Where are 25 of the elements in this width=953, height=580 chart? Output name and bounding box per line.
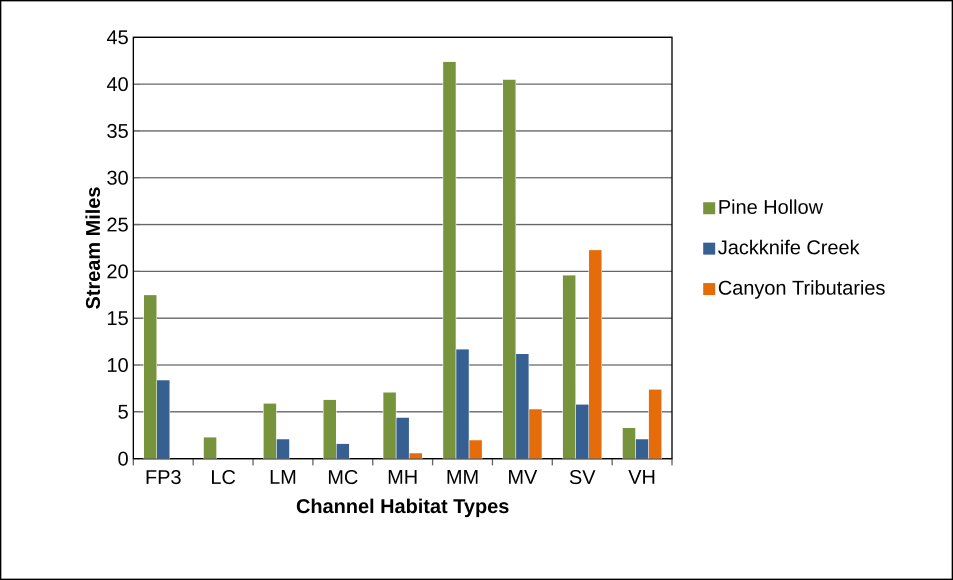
y-tick-label: 20 [107, 264, 128, 278]
y-tick-label: 5 [118, 404, 128, 419]
y-tick-label: 35 [107, 124, 128, 138]
y-tick-label: 30 [107, 170, 128, 185]
bar [203, 436, 217, 459]
y-tick-label: 45 [106, 30, 128, 44]
y-tick-label: 0 [118, 452, 128, 466]
y-tick-label: 10 [108, 358, 128, 372]
x-tick-label: MM [448, 470, 478, 484]
x-tick-label: LM [270, 470, 296, 484]
legend-label: Jackknife Creek [718, 240, 860, 254]
x-tick-label: VH [628, 470, 654, 484]
x-tick-label: MV [509, 470, 538, 484]
x-tick-label: MH [388, 470, 417, 484]
y-tick-label: 40 [106, 77, 128, 92]
x-axis-title: Channel Habitat Types [296, 498, 509, 518]
y-tick-label: 15 [108, 311, 128, 326]
legend-label: Pine Hollow [719, 199, 824, 214]
y-axis-title: Stream Miles [85, 187, 100, 309]
x-tick-label: LC [212, 470, 236, 484]
x-tick-label: MC [328, 470, 358, 484]
legend-label: Canyon Tributaries [718, 280, 885, 299]
y-tick-label: 25 [107, 218, 128, 232]
x-tick-label: FP3 [146, 470, 181, 484]
x-tick-label: SV [570, 470, 596, 484]
